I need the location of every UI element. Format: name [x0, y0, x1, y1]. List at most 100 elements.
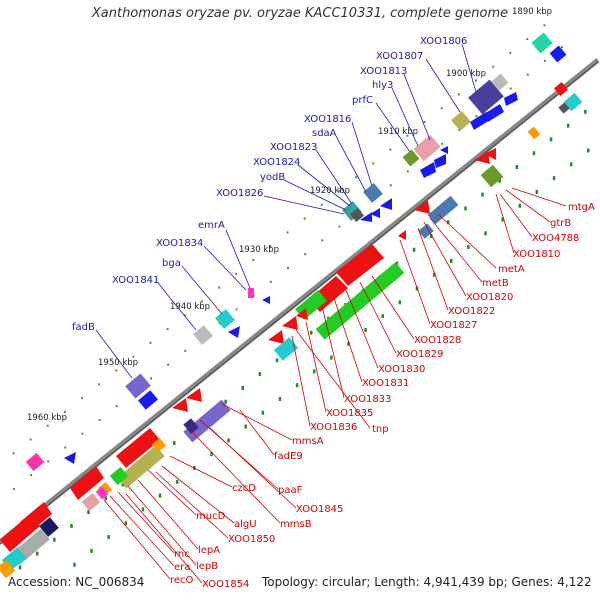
tick-label-1950: 1950 kbp: [98, 358, 138, 368]
leader-line: [305, 321, 327, 413]
track-dot: [175, 479, 179, 484]
features-outer-strand: [25, 32, 567, 472]
label-XOO1841: XOO1841: [112, 275, 159, 286]
track-dot: [515, 165, 519, 169]
label-XOO1826: XOO1826: [216, 188, 263, 199]
track-dot: [184, 349, 187, 352]
features-inner-strand: [0, 81, 583, 579]
track-dot: [224, 399, 227, 404]
label-XOO1820: XOO1820: [466, 292, 513, 303]
leader-line: [109, 495, 175, 567]
track-dot: [561, 46, 563, 49]
track-dot: [167, 363, 170, 366]
track-dot: [287, 267, 289, 269]
track-dot: [406, 134, 409, 137]
track-dot: [261, 410, 265, 415]
label-paaF: paaF: [278, 485, 303, 496]
track-dot: [200, 300, 203, 303]
track-dot: [12, 452, 15, 455]
label-XOO1828: XOO1828: [414, 335, 461, 346]
track-dot: [475, 79, 477, 82]
track-dot: [275, 358, 279, 363]
track-dot: [278, 397, 282, 401]
track-dot: [244, 424, 247, 429]
leader-line: [95, 329, 133, 379]
track-dot: [389, 184, 392, 187]
track-dot: [484, 231, 487, 236]
track-dot: [12, 487, 15, 490]
track-dot: [87, 510, 90, 515]
leader-line: [499, 193, 533, 238]
leader-line: [333, 297, 363, 383]
track-dot: [450, 258, 453, 263]
label-fadE9: fadE9: [274, 451, 303, 462]
tick-label-1910: 1910 kbp: [378, 127, 418, 137]
track-dot: [53, 537, 56, 542]
track-dot: [423, 121, 426, 123]
label-recO: recO: [170, 575, 194, 586]
track-dot: [458, 129, 461, 131]
tick-label-1940: 1940 kbp: [170, 302, 210, 312]
label-lepA: lepA: [198, 545, 220, 556]
leader-line: [351, 121, 373, 187]
map-title: Xanthomonas oryzae pv. oryzae KACC10331,…: [91, 6, 508, 21]
label-prfC: prfC: [352, 95, 373, 106]
label-algU: algU: [234, 519, 257, 530]
leader-line: [161, 465, 235, 524]
track-dot: [535, 189, 539, 194]
leader-line: [263, 195, 345, 215]
track-dot: [218, 286, 220, 289]
track-dot: [158, 493, 162, 498]
tick-label-1920: 1920 kbp: [310, 186, 350, 196]
track-dot: [227, 438, 230, 443]
leader-line: [511, 187, 567, 207]
track-dot: [295, 383, 299, 388]
leader-line: [181, 265, 223, 315]
label-XOO1816: XOO1816: [304, 114, 351, 125]
track-dot: [338, 225, 341, 228]
track-dot: [321, 239, 324, 242]
label-czcD: czcD: [232, 483, 256, 494]
track-dot: [543, 24, 546, 27]
track-dot: [173, 441, 176, 446]
tick-label-1900: 1900 kbp: [446, 69, 486, 79]
leader-line: [345, 289, 379, 369]
track-dot: [330, 355, 333, 360]
label-hly3: hly3: [372, 80, 393, 91]
label-XOO1845: XOO1845: [296, 504, 343, 515]
track-dot: [98, 383, 101, 386]
track-dot: [46, 424, 49, 427]
track-dot: [235, 272, 238, 275]
track-dot: [30, 474, 32, 477]
label-mmsB: mmsB: [280, 519, 312, 530]
leader-line: [147, 469, 197, 516]
track-dot: [210, 452, 213, 457]
track-dot: [492, 65, 495, 68]
label-metA: metA: [498, 264, 525, 275]
label-bga: bga: [162, 258, 181, 269]
inner-gene-labels: mtgA gtrB XOO4788 XOO1810 metA metB XOO1…: [170, 202, 595, 590]
leader-line: [191, 431, 281, 524]
label-XOO1854: XOO1854: [202, 579, 249, 590]
leader-line: [505, 189, 551, 223]
leader-line: [239, 409, 275, 456]
track-dot: [18, 565, 22, 570]
label-XOO4788: XOO4788: [532, 233, 579, 244]
label-sdaA: sdaA: [312, 128, 337, 139]
leader-line: [203, 245, 247, 291]
track-dot: [464, 206, 467, 211]
track-dot: [81, 397, 83, 400]
genome-backbone-shade: [0, 61, 599, 545]
track-dot: [313, 369, 316, 374]
leader-line: [321, 305, 345, 399]
track-dot: [364, 328, 367, 332]
track-dot: [73, 562, 76, 567]
accession-text: Accession: NC_006834: [8, 575, 144, 589]
label-leader-lines: [95, 43, 567, 584]
track-dot: [381, 314, 384, 319]
track-dot: [115, 369, 118, 372]
leader-line: [423, 221, 467, 297]
track-dot: [481, 192, 484, 197]
track-dot: [569, 162, 573, 167]
leader-line: [225, 229, 251, 289]
